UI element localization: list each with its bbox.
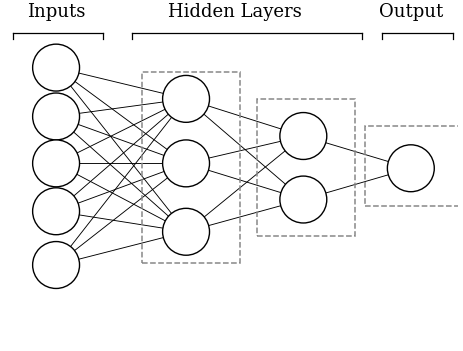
Text: Hidden Layers: Hidden Layers [168, 3, 302, 21]
Circle shape [32, 241, 80, 289]
Bar [257, 99, 355, 236]
Text: Output: Output [379, 3, 443, 21]
Circle shape [280, 176, 327, 223]
Text: Inputs: Inputs [27, 3, 85, 21]
Bar [365, 126, 463, 206]
Circle shape [32, 93, 80, 140]
Circle shape [280, 113, 327, 159]
Circle shape [32, 44, 80, 91]
Circle shape [163, 140, 210, 187]
Circle shape [32, 140, 80, 187]
Circle shape [388, 145, 434, 192]
Circle shape [163, 75, 210, 122]
Bar [142, 73, 240, 263]
Circle shape [163, 208, 210, 255]
Circle shape [32, 188, 80, 235]
